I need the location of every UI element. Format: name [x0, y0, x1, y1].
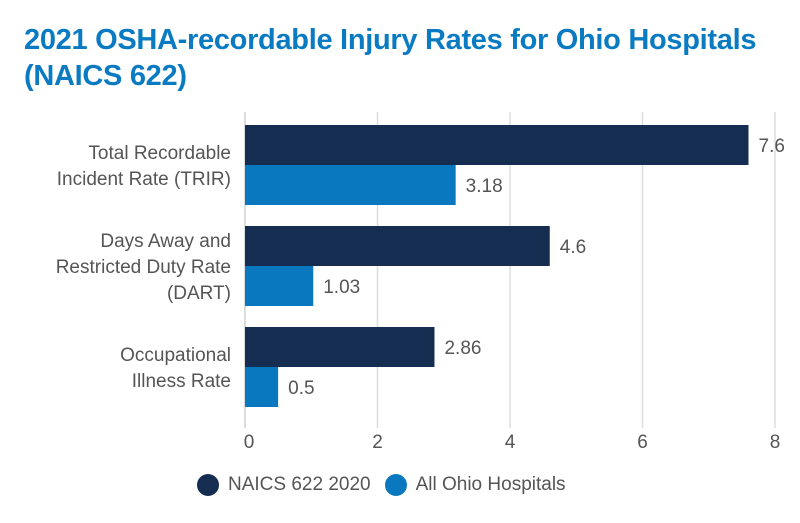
legend: NAICS 622 2020 All Ohio Hospitals	[197, 474, 580, 496]
bar	[245, 125, 749, 165]
legend-label-ohio: All Ohio Hospitals	[415, 474, 566, 495]
legend-swatch-ohio	[384, 474, 407, 496]
category-label: (DART)	[167, 283, 231, 304]
category-label: Days Away and	[100, 231, 231, 252]
bar	[245, 327, 435, 367]
category-label: Occupational	[120, 345, 231, 366]
x-tick-label: 8	[770, 432, 781, 453]
data-label: 7.6	[759, 136, 785, 157]
category-label: Incident Rate (TRIR)	[57, 169, 231, 190]
data-label: 0.5	[288, 378, 314, 399]
bar	[245, 165, 456, 205]
data-label: 1.03	[323, 277, 360, 298]
legend-item-naics[interactable]: NAICS 622 2020	[197, 474, 371, 496]
legend-label-naics: NAICS 622 2020	[228, 474, 371, 495]
x-tick-label: 6	[637, 432, 648, 453]
data-label: 4.6	[560, 237, 586, 258]
x-tick-label: 0	[244, 432, 255, 453]
category-label: Illness Rate	[132, 371, 231, 392]
chart-title: 2021 OSHA-recordable Injury Rates for Oh…	[24, 24, 757, 92]
category-label: Total Recordable	[88, 143, 231, 164]
x-tick-label: 4	[505, 432, 516, 453]
bar	[245, 367, 279, 407]
legend-item-ohio[interactable]: All Ohio Hospitals	[384, 474, 566, 496]
data-label: 2.86	[444, 338, 481, 359]
x-tick-label: 2	[372, 432, 383, 453]
bar	[245, 226, 550, 266]
category-label: Restricted Duty Rate	[56, 257, 231, 278]
legend-swatch-naics	[197, 474, 219, 496]
data-label: 3.18	[466, 176, 503, 197]
bar	[245, 266, 314, 306]
